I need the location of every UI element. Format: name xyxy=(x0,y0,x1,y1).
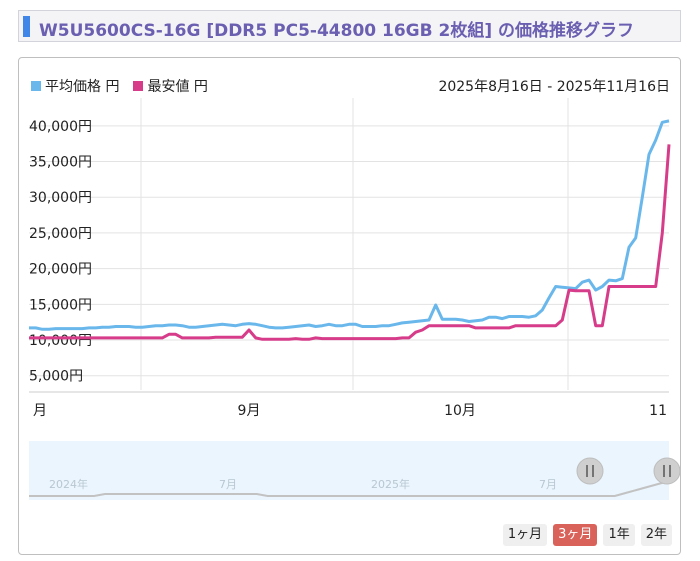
title-bar: W5U5600CS-16G [DDR5 PC5-44800 16GB 2枚組] … xyxy=(18,10,681,42)
date-range: 2025年8月16日 - 2025年11月16日 xyxy=(438,79,670,95)
chart-panel: 平均価格 円 最安値 円 2025年8月16日 - 2025年11月16日 5,… xyxy=(18,57,681,555)
navigator-handle-right[interactable] xyxy=(653,457,680,485)
range-button-1m[interactable]: 1ヶ月 xyxy=(502,524,548,546)
x-tick-label: 10月 xyxy=(444,403,476,419)
navigator-history-line xyxy=(29,480,670,497)
y-tick-label: 20,000円 xyxy=(29,262,92,278)
navigator-handle-left[interactable] xyxy=(576,457,604,485)
x-tick-label: 9月 xyxy=(238,403,261,419)
navigator-label: 7月 xyxy=(219,478,237,491)
range-selector: 1ヶ月 3ヶ月 1年 2年 xyxy=(502,524,672,546)
range-button-2y[interactable]: 2年 xyxy=(640,524,672,546)
x-tick-label: 月 xyxy=(33,403,47,419)
y-tick-label: 10,000円 xyxy=(29,333,92,349)
min-price-line xyxy=(29,144,671,341)
navigator-label: 2024年 xyxy=(49,477,88,491)
avg-price-line xyxy=(29,119,670,331)
y-tick-label: 15,000円 xyxy=(29,297,92,313)
legend-label-min: 最安値 円 xyxy=(147,79,208,95)
y-tick-label: 40,000円 xyxy=(29,119,92,135)
title-accent-bar xyxy=(23,16,30,37)
legend-item-min[interactable]: 最安値 円 xyxy=(133,76,208,96)
y-tick-label: 35,000円 xyxy=(29,155,92,171)
navigator-background xyxy=(29,441,669,500)
legend-swatch-min xyxy=(133,81,144,91)
range-button-1y[interactable]: 1年 xyxy=(603,524,635,546)
x-tick-label: 11 xyxy=(649,403,667,419)
y-tick-label: 5,000円 xyxy=(29,369,83,385)
legend-swatch-avg xyxy=(31,81,41,91)
chart-legend: 平均価格 円 最安値 円 xyxy=(31,76,208,96)
navigator-label: 2025年 xyxy=(371,477,410,491)
price-chart: 5,000円 10,000円 15,000円 20,000円 25,000円 30,000… xyxy=(29,98,680,500)
legend-item-avg[interactable]: 平均価格 円 xyxy=(31,76,119,96)
navigator-label: 7月 xyxy=(539,478,557,491)
y-tick-label: 30,000円 xyxy=(29,190,92,206)
page-title: W5U5600CS-16G [DDR5 PC5-44800 16GB 2枚組] … xyxy=(39,21,635,41)
range-button-3m[interactable]: 3ヶ月 xyxy=(553,524,598,546)
legend-label-avg: 平均価格 円 xyxy=(45,79,120,95)
y-tick-label: 25,000円 xyxy=(29,226,92,242)
